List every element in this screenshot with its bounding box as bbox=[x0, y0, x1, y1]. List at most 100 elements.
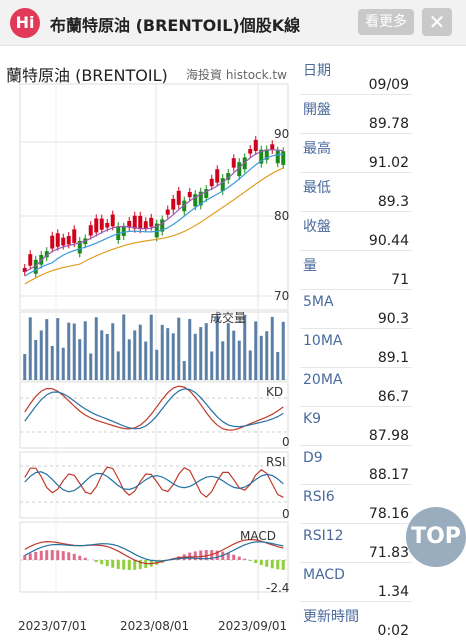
volume-bar bbox=[270, 316, 274, 380]
volume-bar bbox=[23, 354, 27, 380]
macd-histogram-bar bbox=[122, 560, 126, 570]
candle-body bbox=[209, 178, 214, 187]
volume-bar bbox=[248, 350, 252, 380]
macd-histogram-bar bbox=[270, 560, 274, 569]
macd-dif-line bbox=[24, 538, 284, 565]
info-label: RSI6 bbox=[303, 489, 335, 505]
info-value: 88.17 bbox=[368, 467, 409, 483]
see-more-button[interactable]: 看更多 bbox=[358, 9, 414, 35]
info-label: 量 bbox=[303, 258, 317, 274]
volume-bar bbox=[56, 318, 60, 380]
candle-body bbox=[248, 149, 253, 154]
macd-histogram-bar bbox=[281, 560, 285, 570]
volume-bar bbox=[127, 339, 131, 380]
candle-body bbox=[204, 189, 209, 198]
candle-body bbox=[28, 254, 33, 266]
info-value: 90.3 bbox=[377, 311, 409, 327]
histock-logo[interactable]: Hi bbox=[10, 8, 40, 38]
candlestick-chart[interactable]: 90 80 70 成交量 KD 0 RSI 0 MACD -2.4 2023/0… bbox=[0, 0, 300, 640]
macd-histogram-bar bbox=[39, 550, 43, 560]
candle-body bbox=[231, 158, 236, 168]
macd-histogram-bar bbox=[83, 557, 87, 560]
rsi6-line bbox=[24, 466, 284, 498]
volume-bar bbox=[100, 330, 104, 380]
rsi-zero-tick: 0 bbox=[282, 507, 290, 521]
candle-body bbox=[160, 219, 165, 232]
candle-body bbox=[143, 221, 148, 229]
volume-bar bbox=[204, 323, 208, 380]
macd-histogram-bar bbox=[56, 550, 60, 560]
macd-histogram-bar bbox=[254, 560, 258, 564]
volume-bar bbox=[122, 314, 126, 380]
candle-body bbox=[72, 229, 77, 243]
volume-bar bbox=[133, 330, 137, 380]
volume-bar bbox=[149, 314, 153, 380]
price-tick-80: 80 bbox=[274, 209, 289, 223]
candle-body bbox=[270, 144, 275, 150]
ma20-line bbox=[24, 167, 284, 285]
volume-bar bbox=[221, 341, 225, 380]
candle-body bbox=[226, 173, 231, 180]
macd-histogram-bar bbox=[67, 552, 71, 560]
info-row: 更新時間 0:02 bbox=[300, 602, 412, 640]
k-line bbox=[24, 385, 284, 431]
info-row: 20MA 86.7 bbox=[300, 368, 412, 407]
candle-body bbox=[22, 268, 27, 272]
volume-bar bbox=[72, 323, 76, 380]
close-button[interactable]: ✕ bbox=[422, 8, 452, 36]
scroll-top-button[interactable]: TOP bbox=[406, 507, 466, 567]
volume-bar bbox=[160, 324, 164, 380]
candle-body bbox=[61, 237, 66, 246]
histock-watermark: 海投資 histock.tw bbox=[186, 68, 287, 82]
candle-body bbox=[171, 198, 176, 210]
info-value: 91.02 bbox=[368, 155, 409, 171]
volume-bar bbox=[166, 328, 170, 380]
info-value: 86.7 bbox=[377, 389, 409, 405]
header-bar: Hi 布蘭特原油 (BRENTOIL)個股K線 看更多 ✕ bbox=[0, 0, 466, 46]
candle-body bbox=[259, 149, 264, 164]
volume-bar bbox=[281, 321, 285, 380]
info-row: 最高 91.02 bbox=[300, 134, 412, 173]
info-label: K9 bbox=[303, 411, 322, 427]
info-label: RSI12 bbox=[303, 528, 344, 544]
info-value: 87.98 bbox=[368, 428, 409, 444]
info-label: MACD bbox=[303, 567, 345, 583]
candle-body bbox=[253, 139, 258, 151]
info-value: 89.3 bbox=[377, 194, 409, 210]
candle-body bbox=[110, 214, 115, 227]
macd-panel-frame bbox=[19, 521, 289, 593]
macd-histogram-bar bbox=[215, 550, 219, 560]
rsi-panel-frame bbox=[19, 451, 289, 519]
candle-body bbox=[242, 157, 247, 170]
volume-bar bbox=[28, 317, 32, 380]
macd-histogram-bar bbox=[72, 553, 76, 560]
volume-bar bbox=[259, 335, 263, 380]
macd-histogram-bar bbox=[204, 550, 208, 560]
info-row: K9 87.98 bbox=[300, 407, 412, 446]
volume-bar bbox=[89, 353, 93, 380]
quote-info-panel: 日期 09/09 開盤 89.78 最高 91.02 最低 89.3 收盤 90.44 量 71 5MA… bbox=[300, 56, 412, 640]
macd-histogram-bar bbox=[248, 560, 252, 561]
macd-label: MACD bbox=[240, 529, 276, 543]
macd-histogram-bar bbox=[232, 554, 236, 560]
kd-zero-tick: 0 bbox=[282, 435, 290, 449]
volume-bar bbox=[215, 315, 219, 380]
candle-body bbox=[105, 222, 110, 228]
macd-histogram-bar bbox=[116, 560, 120, 569]
macd-histogram-bar bbox=[276, 560, 280, 570]
candle-body bbox=[275, 150, 280, 164]
macd-histogram-bar bbox=[61, 551, 65, 560]
info-label: 更新時間 bbox=[303, 609, 359, 625]
chart-title: 蘭特原油 (BRENTOIL) bbox=[6, 66, 168, 85]
volume-bar bbox=[111, 323, 115, 380]
volume-bar bbox=[61, 347, 65, 380]
volume-bar bbox=[144, 341, 148, 380]
macd-histogram-bar bbox=[100, 560, 104, 565]
info-value: 0:02 bbox=[377, 623, 409, 639]
info-value: 78.16 bbox=[368, 506, 409, 522]
macd-signal-line bbox=[24, 541, 284, 562]
candle-body bbox=[176, 190, 181, 205]
candle-body bbox=[149, 217, 154, 227]
macd-histogram-bar bbox=[111, 560, 115, 568]
macd-histogram-bar bbox=[127, 560, 131, 570]
